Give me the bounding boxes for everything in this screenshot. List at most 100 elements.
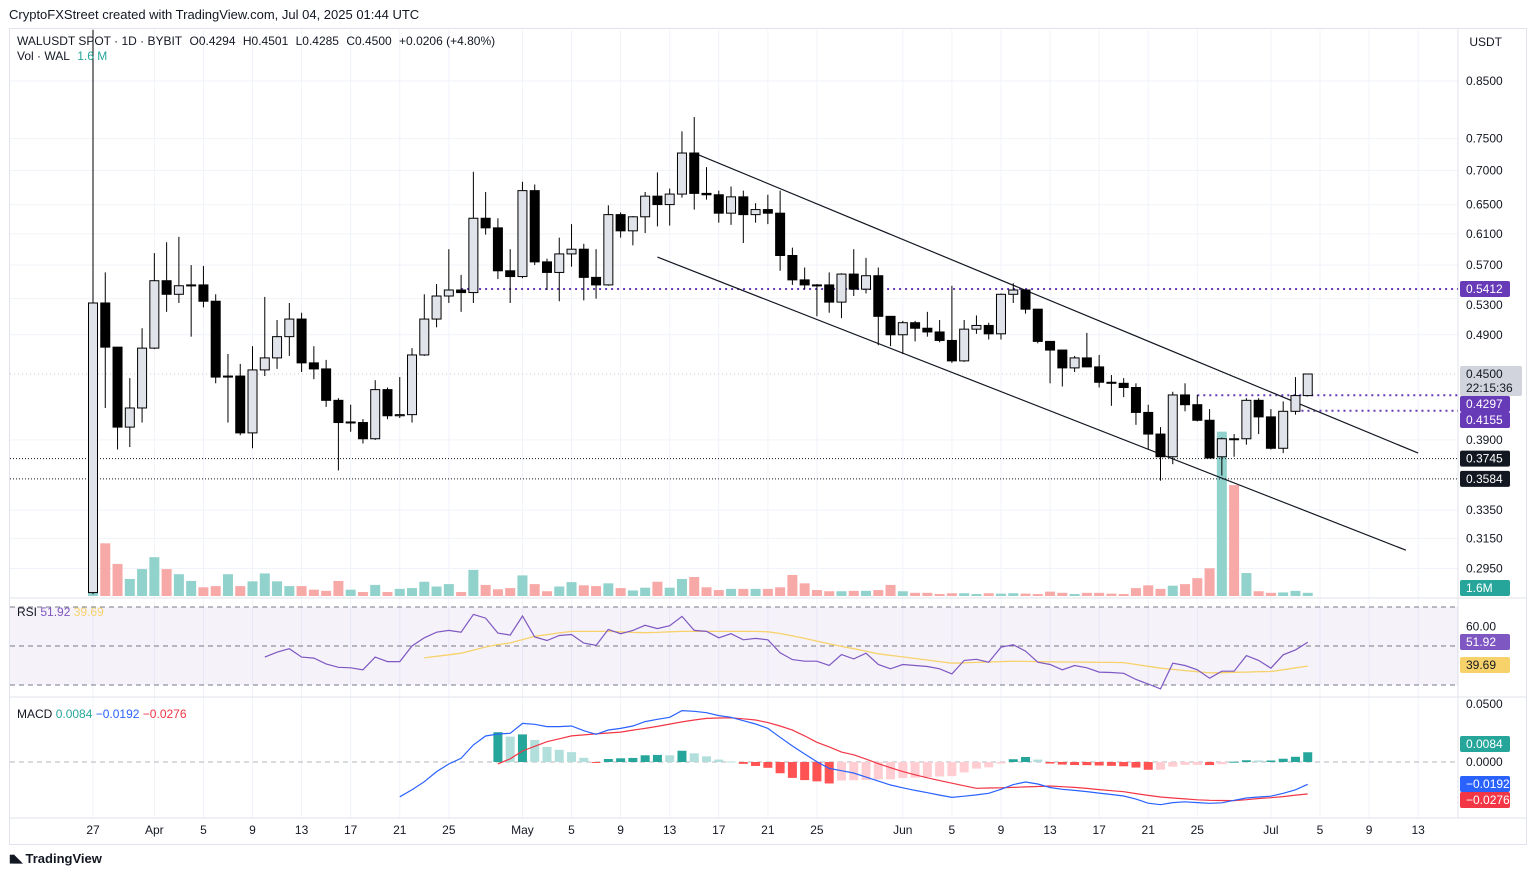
candle-body[interactable] [836, 273, 847, 303]
symbol-info[interactable]: WALUSDT SPOT · 1D · BYBIT [17, 34, 183, 48]
candle-body[interactable] [1216, 438, 1227, 458]
candle-body[interactable] [1106, 381, 1117, 384]
candle-body[interactable] [676, 152, 687, 195]
candle-body[interactable] [640, 195, 651, 218]
candle-body[interactable] [566, 248, 577, 255]
candle-body[interactable] [137, 347, 148, 409]
candle-body[interactable] [1167, 394, 1178, 458]
candle-body[interactable] [1069, 357, 1080, 369]
candle-body[interactable] [726, 196, 737, 214]
candle-body[interactable] [652, 195, 663, 206]
candle-body[interactable] [750, 209, 761, 216]
candle-body[interactable] [1045, 340, 1056, 351]
candle-body[interactable] [370, 389, 381, 440]
candle-body[interactable] [995, 293, 1006, 335]
candle-body[interactable] [1253, 399, 1264, 418]
candle-body[interactable] [664, 193, 675, 206]
candle-body[interactable] [983, 324, 994, 335]
candle-body[interactable] [701, 192, 712, 196]
candle-body[interactable] [492, 227, 503, 272]
candle-body[interactable] [934, 331, 945, 341]
candle-body[interactable] [284, 318, 295, 338]
candle-body[interactable] [554, 253, 565, 273]
candle-body[interactable] [1278, 410, 1289, 449]
candle-body[interactable] [480, 217, 491, 229]
candle-body[interactable] [787, 254, 798, 281]
candle-body[interactable] [259, 357, 270, 371]
currency-label[interactable]: USDT [1469, 35, 1502, 49]
candle-body[interactable] [529, 190, 540, 263]
candle-body[interactable] [922, 327, 933, 333]
candle-body[interactable] [321, 368, 332, 401]
candle-body[interactable] [1241, 399, 1252, 440]
candle-body[interactable] [210, 300, 221, 378]
candle-body[interactable] [738, 196, 749, 216]
candle-body[interactable] [1081, 357, 1092, 368]
candle-body[interactable] [1155, 433, 1166, 458]
tradingview-logo[interactable]: ▮◣ TradingView [9, 851, 102, 866]
candle-body[interactable] [946, 339, 957, 362]
candle-body[interactable] [1020, 289, 1031, 310]
candle-body[interactable] [88, 302, 98, 594]
candle-body[interactable] [627, 216, 638, 232]
candle-body[interactable] [1180, 394, 1191, 406]
candle-body[interactable] [198, 284, 209, 302]
candle-body[interactable] [333, 399, 344, 424]
candle-body[interactable] [1143, 411, 1154, 435]
candle-body[interactable] [235, 375, 246, 434]
volume-label[interactable]: Vol · WAL [17, 49, 70, 63]
candle-body[interactable] [861, 275, 872, 290]
candle-body[interactable] [762, 209, 773, 214]
candle-body[interactable] [873, 275, 884, 317]
candle-body[interactable] [161, 280, 172, 295]
candle-body[interactable] [1094, 366, 1105, 383]
candle-body[interactable] [1302, 373, 1313, 397]
candle-body[interactable] [100, 302, 111, 348]
candle-body[interactable] [885, 315, 896, 336]
candle-body[interactable] [824, 284, 835, 303]
candle-body[interactable] [382, 389, 393, 417]
candle-body[interactable] [811, 284, 822, 287]
candle-body[interactable] [1229, 438, 1240, 441]
candle-body[interactable] [578, 248, 589, 278]
candle-body[interactable] [959, 328, 970, 362]
candle-body[interactable] [394, 414, 405, 417]
candle-body[interactable] [272, 336, 283, 359]
candle-body[interactable] [419, 318, 430, 356]
candle-body[interactable] [541, 261, 552, 273]
candle-body[interactable] [1057, 349, 1068, 369]
channel-trendline[interactable] [694, 152, 1419, 454]
candle-body[interactable] [615, 214, 626, 232]
candle-body[interactable] [591, 276, 602, 286]
candle-body[interactable] [1204, 419, 1215, 459]
candle-body[interactable] [247, 369, 258, 434]
candle-body[interactable] [124, 407, 135, 428]
candle-body[interactable] [1192, 404, 1203, 421]
candle-body[interactable] [149, 280, 160, 349]
candle-body[interactable] [689, 152, 700, 194]
candle-body[interactable] [1032, 308, 1043, 342]
candle-body[interactable] [468, 217, 479, 294]
candle-body[interactable] [1290, 395, 1301, 412]
candle-body[interactable] [799, 279, 810, 286]
candle-body[interactable] [971, 324, 982, 330]
candle-body[interactable] [112, 346, 123, 428]
candle-body[interactable] [222, 375, 233, 378]
candle-body[interactable] [1008, 289, 1019, 295]
candle-body[interactable] [517, 190, 528, 278]
candle-body[interactable] [443, 289, 454, 297]
macd-label[interactable]: MACD [17, 707, 53, 721]
candle-body[interactable] [897, 322, 908, 336]
candle-body[interactable] [505, 270, 516, 278]
candle-body[interactable] [1118, 382, 1129, 389]
candle-body[interactable] [308, 362, 319, 370]
candle-body[interactable] [431, 295, 442, 320]
candle-body[interactable] [357, 422, 368, 440]
candle-body[interactable] [775, 212, 786, 256]
candle-body[interactable] [713, 194, 724, 214]
candle-body[interactable] [1265, 416, 1276, 449]
candle-body[interactable] [848, 273, 859, 290]
candle-body[interactable] [345, 421, 356, 424]
candle-body[interactable] [186, 284, 197, 287]
